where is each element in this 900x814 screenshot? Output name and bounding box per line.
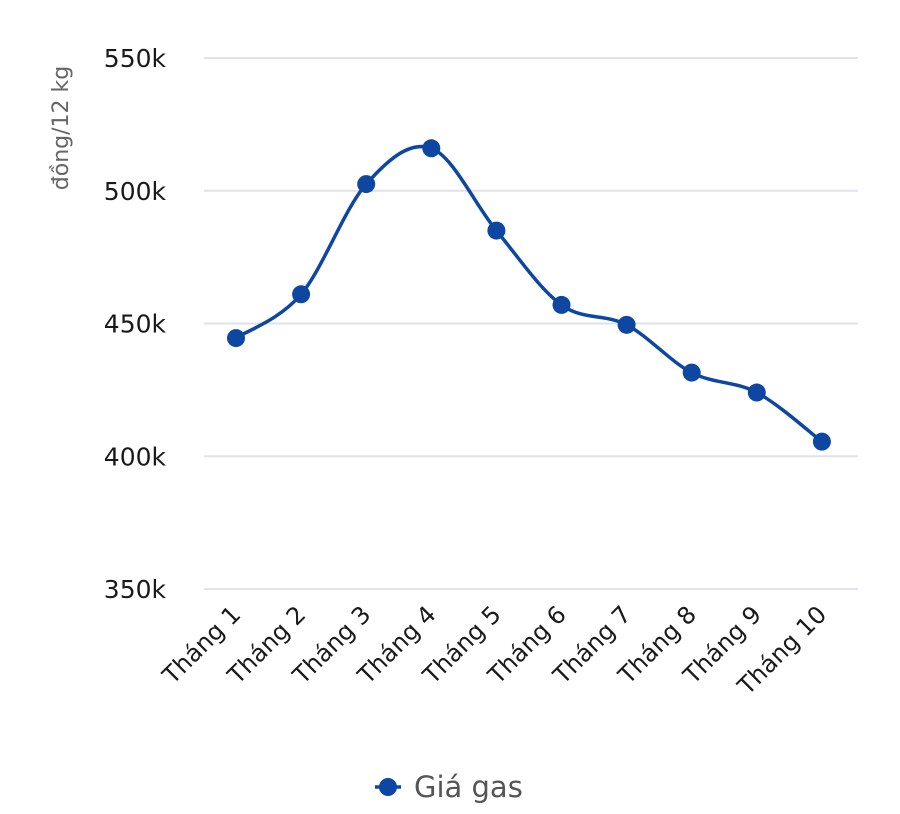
y-tick-label: 450k (104, 310, 167, 339)
data-point[interactable] (747, 383, 766, 402)
series-line (234, 144, 824, 444)
data-point[interactable] (812, 432, 831, 451)
data-point[interactable] (682, 363, 701, 382)
data-point[interactable] (617, 315, 636, 334)
data-points (227, 139, 831, 451)
y-axis-label: đồng/12 kg (49, 66, 74, 190)
data-point[interactable] (487, 221, 506, 240)
data-point[interactable] (292, 285, 311, 304)
legend-marker-icon (379, 778, 397, 796)
y-tick-label: 400k (104, 442, 167, 471)
data-point[interactable] (357, 175, 376, 194)
data-point[interactable] (422, 139, 441, 158)
y-tick-label: 500k (104, 177, 167, 206)
data-point[interactable] (227, 329, 245, 348)
y-axis-ticks: 350k 400k 450k 500k 550k (104, 44, 167, 604)
legend-label: Giá gas (414, 770, 523, 804)
y-tick-label: 550k (104, 44, 167, 73)
y-tick-label: 350k (104, 575, 167, 604)
grid (204, 57, 858, 590)
data-point[interactable] (552, 295, 571, 314)
legend[interactable]: Giá gas (375, 770, 523, 804)
